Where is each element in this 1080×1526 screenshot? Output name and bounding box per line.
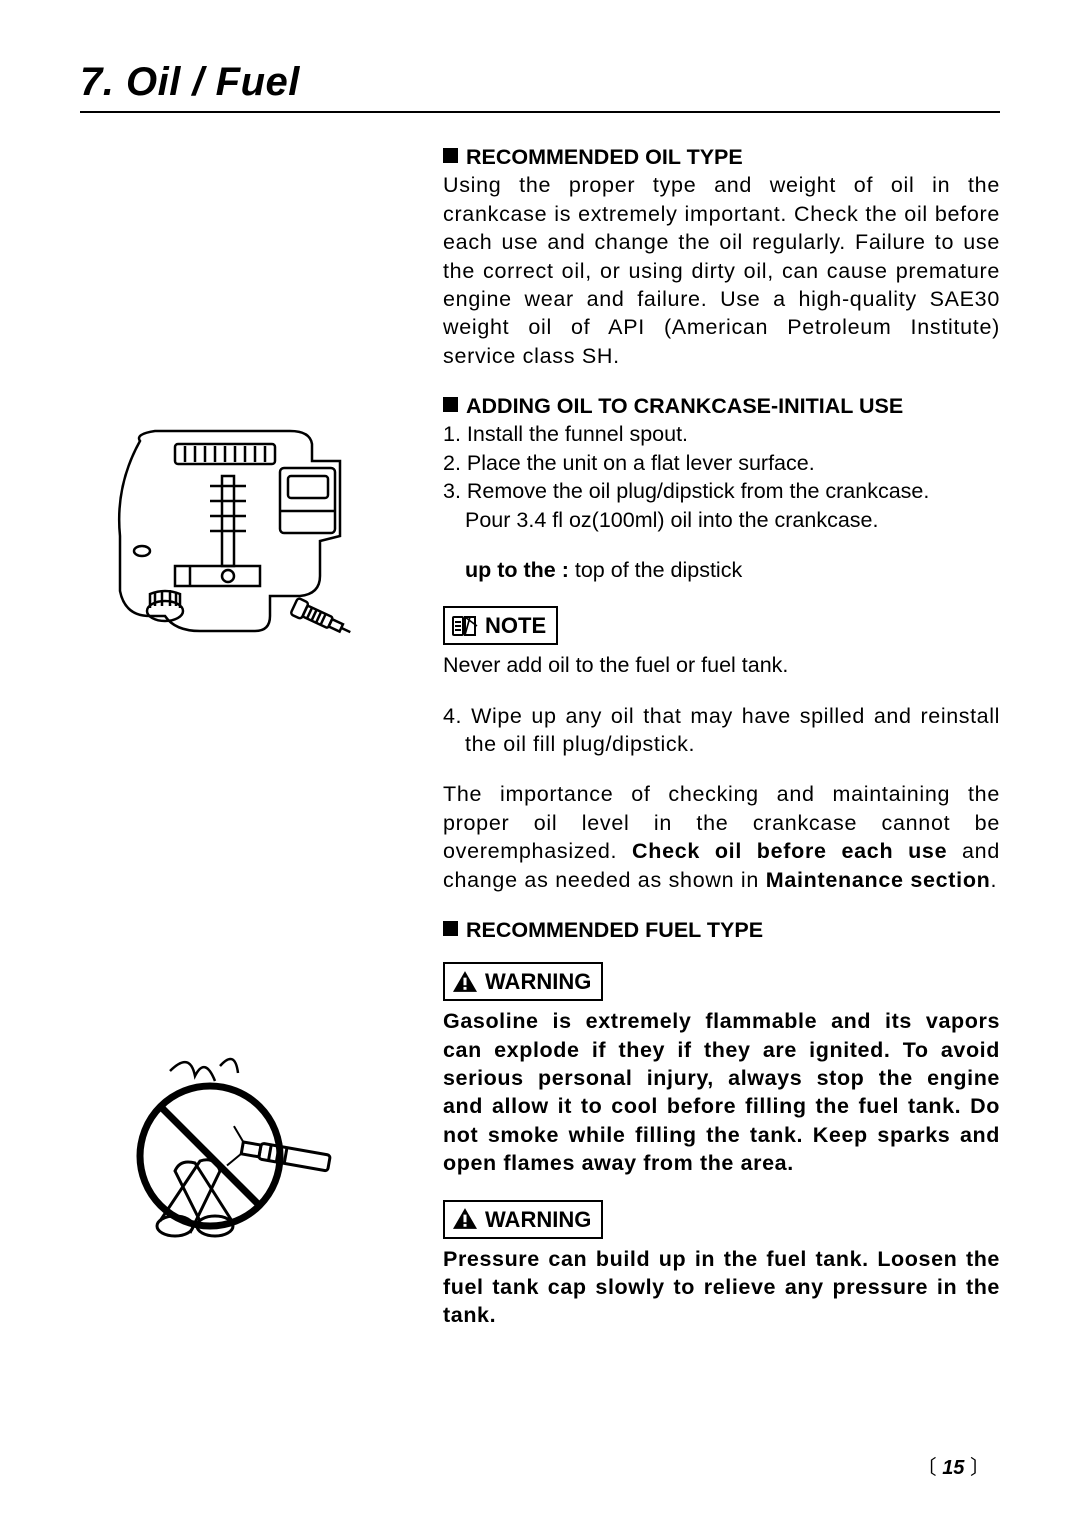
list-item: 4. Wipe up any oil that may have spilled…: [443, 702, 1000, 759]
engine-figure: [80, 416, 415, 676]
up-to-value: top of the dipstick: [575, 558, 742, 582]
dipstick-level: up to the : top of the dipstick: [443, 556, 1000, 584]
heading-oil-type: RECOMMENDED OIL TYPE: [443, 143, 1000, 171]
page-number-value: 15: [942, 1457, 964, 1479]
list-item: 1. Install the funnel spout.: [443, 420, 1000, 448]
list-item-cont: Pour 3.4 fl oz(100ml) oil into the crank…: [465, 508, 878, 532]
heading-fuel-type-text: RECOMMENDED FUEL TYPE: [466, 918, 763, 942]
page: 7. Oil / Fuel: [0, 0, 1080, 1526]
right-column: RECOMMENDED OIL TYPE Using the proper ty…: [443, 141, 1000, 1352]
importance-bold1: Check oil before each use: [632, 839, 947, 863]
no-flame-figure: [120, 1041, 370, 1271]
warning-icon: [451, 1207, 479, 1231]
title-rule: [80, 111, 1000, 113]
page-number: 〔 15 〕: [917, 1451, 990, 1480]
note-body: Never add oil to the fuel or fuel tank.: [443, 651, 1000, 679]
bullet-square-icon: [443, 397, 458, 412]
warning-1-body: Gasoline is extremely flammable and its …: [443, 1007, 1000, 1177]
list-item: Pour 3.4 fl oz(100ml) oil into the crank…: [443, 506, 1000, 534]
importance-paragraph: The importance of checking and maintaini…: [443, 780, 1000, 894]
heading-adding-oil: ADDING OIL TO CRANKCASE-INITIAL USE: [443, 392, 1000, 420]
content-columns: RECOMMENDED OIL TYPE Using the proper ty…: [80, 141, 1000, 1352]
left-column: [80, 141, 415, 1352]
chapter-title: 7. Oil / Fuel: [80, 60, 1000, 105]
note-label: NOTE: [485, 611, 546, 640]
step-4: 4. Wipe up any oil that may have spilled…: [443, 702, 1000, 759]
bullet-square-icon: [443, 148, 458, 163]
warning-2-body: Pressure can build up in the fuel tank. …: [443, 1245, 1000, 1330]
heading-fuel-type: RECOMMENDED FUEL TYPE: [443, 916, 1000, 944]
warning-callout-2: WARNING: [443, 1200, 603, 1239]
up-to-label: up to the :: [465, 558, 569, 582]
warning-label: WARNING: [485, 967, 591, 996]
heading-adding-oil-text: ADDING OIL TO CRANKCASE-INITIAL USE: [466, 394, 903, 418]
list-item: 3. Remove the oil plug/dipstick from the…: [443, 477, 1000, 505]
bullet-square-icon: [443, 921, 458, 936]
warning-callout-1: WARNING: [443, 962, 603, 1001]
list-item: 2. Place the unit on a flat lever surfac…: [443, 449, 1000, 477]
heading-oil-type-text: RECOMMENDED OIL TYPE: [466, 145, 743, 169]
adding-oil-steps: 1. Install the funnel spout. 2. Place th…: [443, 420, 1000, 534]
warning-label: WARNING: [485, 1205, 591, 1234]
importance-post: .: [991, 868, 998, 892]
importance-bold2: Maintenance section: [766, 868, 991, 892]
note-icon: [451, 614, 479, 638]
oil-type-body: Using the proper type and weight of oil …: [443, 171, 1000, 370]
note-callout: NOTE: [443, 606, 558, 645]
warning-icon: [451, 970, 479, 994]
